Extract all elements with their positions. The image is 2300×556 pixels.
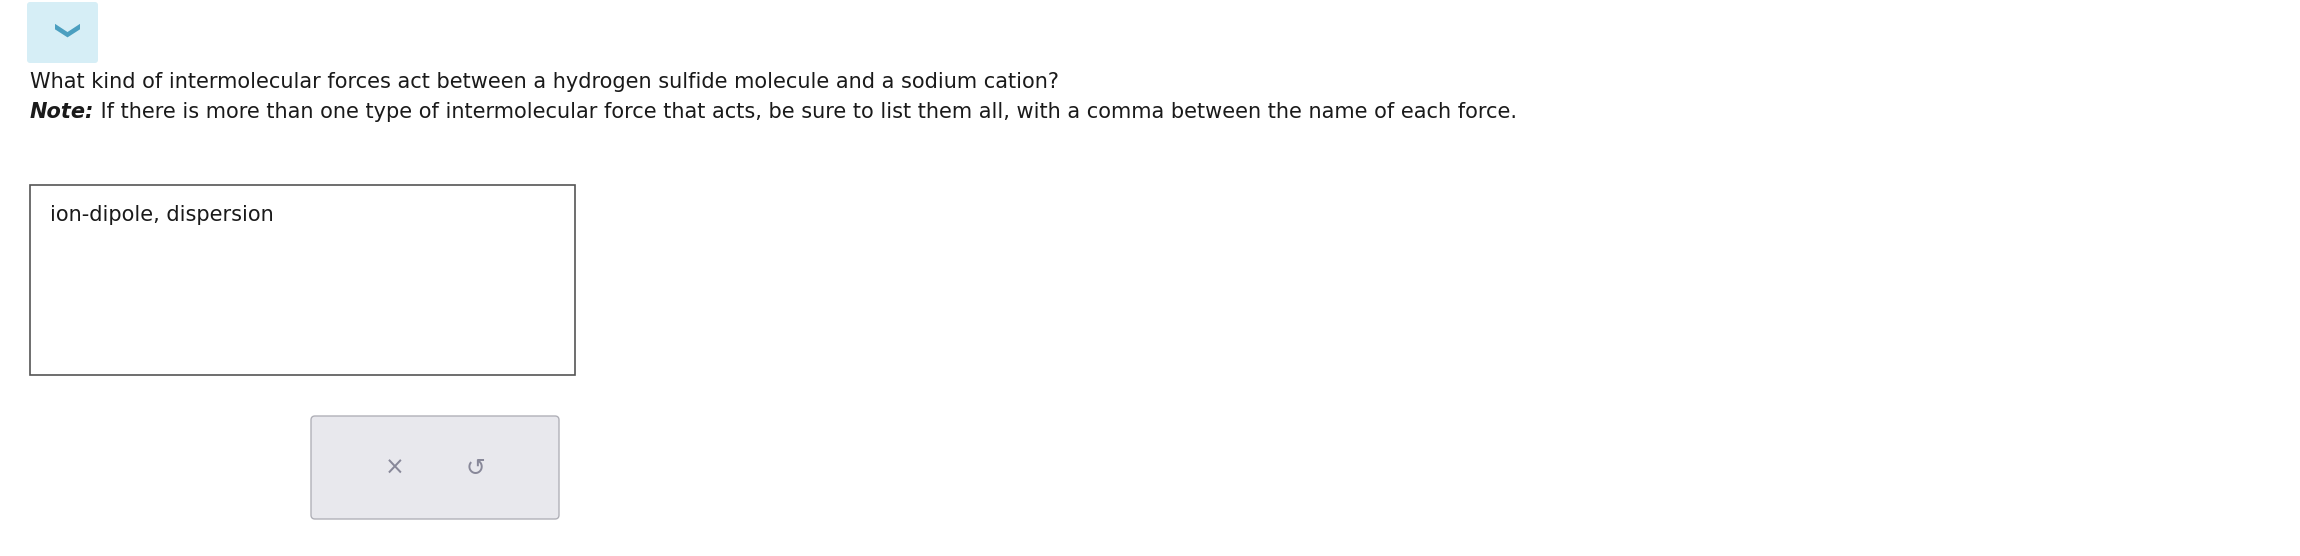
Text: Note:: Note: xyxy=(30,102,94,122)
FancyBboxPatch shape xyxy=(310,416,559,519)
FancyBboxPatch shape xyxy=(28,2,99,63)
Text: ❯: ❯ xyxy=(51,22,76,43)
Text: What kind of intermolecular forces act between a hydrogen sulfide molecule and a: What kind of intermolecular forces act b… xyxy=(30,72,1058,92)
Text: If there is more than one type of intermolecular force that acts, be sure to lis: If there is more than one type of interm… xyxy=(94,102,1518,122)
Text: ×: × xyxy=(384,455,405,479)
Text: ↺: ↺ xyxy=(467,455,485,479)
Bar xyxy=(30,185,575,375)
Text: ion-dipole, dispersion: ion-dipole, dispersion xyxy=(51,205,274,225)
